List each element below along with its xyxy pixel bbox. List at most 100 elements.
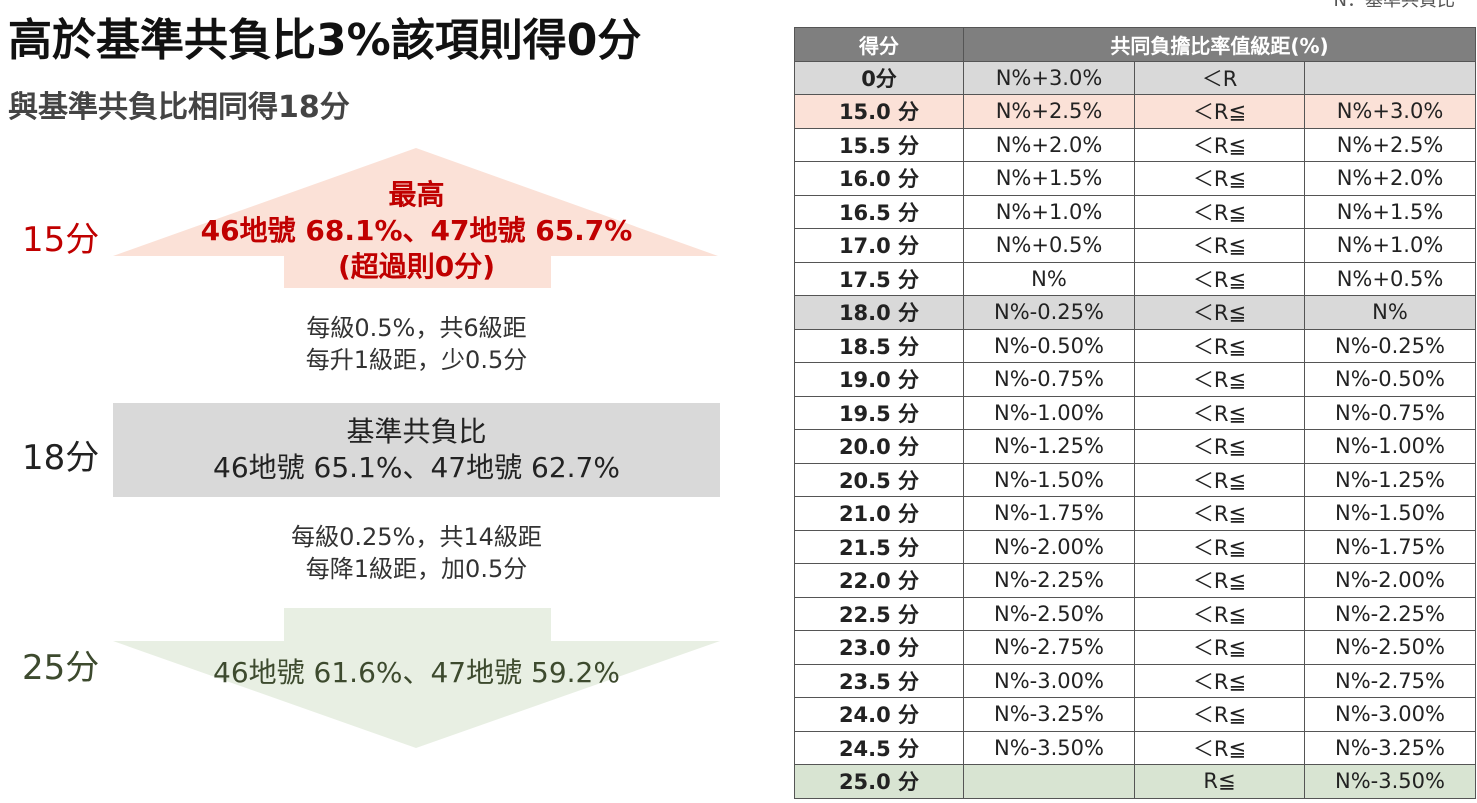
table-cell: N%-1.25% [963,429,1135,464]
table-row: 16.0 分 N%+1.5% ＜R≦ N%+2.0% [794,161,1476,196]
table-cell: N%-0.50% [1304,362,1476,397]
table-cell: ＜R≦ [1134,362,1305,397]
step-up: 每級0.5%，共6級距 每升1級距，少0.5分 [113,312,720,376]
table-cell: 18.5 分 [794,328,964,363]
table-cell: 22.0 分 [794,563,964,598]
table-cell: 17.5 分 [794,261,964,296]
table-cell: ＜R≦ [1134,663,1305,698]
table-cell: 21.0 分 [794,496,964,531]
table-cell: 24.5 分 [794,730,964,765]
table-cell: ＜R≦ [1134,630,1305,665]
text-line: 46地號 65.1%、47地號 62.7% [213,451,620,484]
table-cell: ＜R≦ [1134,730,1305,765]
step-down: 每級0.25%，共14級距 每降1級距，加0.5分 [113,521,720,585]
table-cell: N%-1.00% [963,395,1135,430]
table-cell: N%-3.00% [963,663,1135,698]
text-line: (超過則0分) [337,250,496,283]
table-row: 23.0 分 N%-2.75% ＜R≦ N%-2.50% [794,630,1476,665]
table-cell: N%+2.0% [1304,161,1476,196]
baseline-box [113,403,720,497]
table-row: 15.0 分 N%+2.5% ＜R≦ N%+3.0% [794,94,1476,129]
table-row: 21.5 分 N%-2.00% ＜R≦ N%-1.75% [794,529,1476,564]
table-row: 17.0 分 N%+0.5% ＜R≦ N%+1.0% [794,228,1476,263]
table-cell: 21.5 分 [794,529,964,564]
table-cell: N%-0.25% [1304,328,1476,363]
table-cell: N%-0.25% [963,295,1135,330]
table-row: 16.5 分 N%+1.0% ＜R≦ N%+1.5% [794,194,1476,229]
table-row: 22.0 分 N%-2.25% ＜R≦ N%-2.00% [794,563,1476,598]
table-cell: N%+1.0% [963,194,1135,229]
table-cell: N%+1.5% [1304,194,1476,229]
table-cell: N%-1.50% [1304,496,1476,531]
table-row: 24.5 分 N%-3.50% ＜R≦ N%-3.25% [794,730,1476,765]
table-cell: N%+2.5% [963,94,1135,129]
table-row: 19.0 分 N%-0.75% ＜R≦ N%-0.50% [794,362,1476,397]
table-row: 25.0 分 R≦ N%-3.50% [794,764,1476,799]
bottom-block: 46地號 61.6%、47地號 59.2% [113,655,720,691]
table-cell: N%+2.5% [1304,127,1476,162]
table-cell: 20.0 分 [794,429,964,464]
table-cell: 15.5 分 [794,127,964,162]
text-line: 每級0.5%，共6級距 [306,314,527,342]
table-cell: N%-1.25% [1304,462,1476,497]
table-cell: 16.0 分 [794,161,964,196]
table-row: 20.5 分 N%-1.50% ＜R≦ N%-1.25% [794,462,1476,497]
text-line: 每降1級距，加0.5分 [305,555,528,583]
table-row: 18.0 分 N%-0.25% ＜R≦ N% [794,295,1476,330]
table-cell: N%-0.50% [963,328,1135,363]
score-label: 15分 [22,220,100,260]
text-line: 基準共負比 [346,415,487,448]
table-row: 21.0 分 N%-1.75% ＜R≦ N%-1.50% [794,496,1476,531]
table-cell: ＜R≦ [1134,496,1305,531]
table-cell: N%-2.75% [963,630,1135,665]
table-cell: N%-2.50% [1304,630,1476,665]
table-row: 17.5 分 N% ＜R≦ N%+0.5% [794,261,1476,296]
table-cell: 0分 [794,60,964,95]
table-row: 0分 N%+3.0% ＜R [794,60,1476,95]
table-cell: N%+0.5% [963,228,1135,263]
table-cell: 23.5 分 [794,663,964,698]
table-cell: 20.5 分 [794,462,964,497]
table-row: 19.5 分 N%-1.00% ＜R≦ N%-0.75% [794,395,1476,430]
table-cell: N%-3.50% [963,730,1135,765]
top-block: 最高 46地號 68.1%、47地號 65.7% (超過則0分) [113,177,720,285]
table-cell: N%-3.50% [1304,764,1476,799]
table-cell: ＜R≦ [1134,596,1305,631]
table-cell: N%-1.50% [963,462,1135,497]
text-line: 46地號 61.6%、47地號 59.2% [213,656,620,689]
table-cell: ＜R≦ [1134,462,1305,497]
arrows [113,148,720,748]
table-cell: 23.0 分 [794,630,964,665]
score-label: 25分 [22,648,100,688]
score-table: 得分 共同負擔比率值級距(%) 0分 N%+3.0% ＜R 15.0 分 N%+2.5% ＜R… [794,27,1476,799]
table-cell: N%-2.25% [1304,596,1476,631]
table-cell: N%-3.00% [1304,697,1476,732]
table-cell: 19.5 分 [794,395,964,430]
table-cell: N%-1.75% [963,496,1135,531]
text-line: 最高 [388,178,445,211]
table-row: 23.5 分 N%-3.00% ＜R≦ N%-2.75% [794,663,1476,698]
up-arrow [113,148,718,288]
table-cell: N%-0.75% [1304,395,1476,430]
table-row: 18.5 分 N%-0.50% ＜R≦ N%-0.25% [794,328,1476,363]
table-cell: N%+1.5% [963,161,1135,196]
table-cell: R≦ [1134,764,1305,799]
table-row: 22.5 分 N%-2.50% ＜R≦ N%-2.25% [794,596,1476,631]
table-cell: ＜R≦ [1134,295,1305,330]
table-row: 15.5 分 N%+2.0% ＜R≦ N%+2.5% [794,127,1476,162]
score-label: 18分 [22,438,100,478]
text-line: 46地號 68.1%、47地號 65.7% [200,214,633,247]
down-arrow [113,608,720,748]
table-cell: N%-2.00% [1304,563,1476,598]
table-cell: N%-2.00% [963,529,1135,564]
table-cell: 22.5 分 [794,596,964,631]
title: 高於基準共負比3%該項則得0分 [8,15,642,66]
table-cell: ＜R≦ [1134,563,1305,598]
table-cell: ＜R≦ [1134,127,1305,162]
table-cell: ＜R≦ [1134,194,1305,229]
table-cell: 19.0 分 [794,362,964,397]
table-cell: ＜R≦ [1134,228,1305,263]
table-cell: N% [963,261,1135,296]
table-cell: N%+3.0% [963,60,1135,95]
